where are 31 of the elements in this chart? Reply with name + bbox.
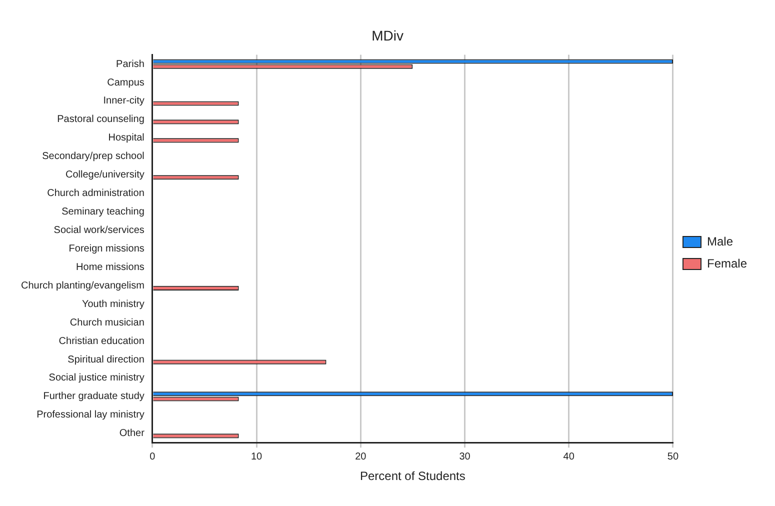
y-tick-label: Hospital xyxy=(108,132,144,144)
y-tick-label: Parish xyxy=(116,58,144,70)
legend-label: Male xyxy=(706,234,734,248)
y-tick-label: Secondary/prep school xyxy=(42,151,144,162)
chart-title: MDiv xyxy=(372,27,404,44)
x-tick-label: 20 xyxy=(355,451,367,462)
y-tick-label: Youth ministry xyxy=(82,298,144,310)
y-tick-label: Social work/services xyxy=(54,224,144,236)
y-tick-label: Foreign missions xyxy=(68,243,144,254)
y-tick-label: College/university xyxy=(65,170,144,181)
y-tick-label: Social justice ministry xyxy=(48,372,144,384)
y-tick-label: Church musician xyxy=(70,317,144,328)
y-tick-label: Other xyxy=(119,428,146,440)
legend-label: Female xyxy=(706,256,748,270)
x-tick-label: 10 xyxy=(250,451,263,462)
x-tick-label: 50 xyxy=(667,451,679,462)
x-tick-label: 0 xyxy=(150,451,156,462)
y-tick-label: Professional lay ministry xyxy=(36,410,144,421)
y-tick-label: Inner-city xyxy=(103,96,144,107)
x-axis-title: Percent of Students xyxy=(360,469,466,484)
y-tick-label: Further graduate study xyxy=(43,391,144,402)
y-tick-label: Home missions xyxy=(76,262,144,273)
y-tick-label: Church administration xyxy=(47,188,144,200)
y-tick-label: Christian education xyxy=(58,336,144,347)
y-tick-label: Church planting/evangelism xyxy=(20,280,144,292)
y-tick-label: Pastoral counseling xyxy=(57,114,144,126)
x-tick-label: 30 xyxy=(459,451,471,462)
y-tick-label: Spiritual direction xyxy=(68,354,144,366)
y-tick-label: Campus xyxy=(107,77,144,88)
y-tick-label: Seminary teaching xyxy=(62,206,144,218)
x-tick-label: 40 xyxy=(563,451,575,462)
